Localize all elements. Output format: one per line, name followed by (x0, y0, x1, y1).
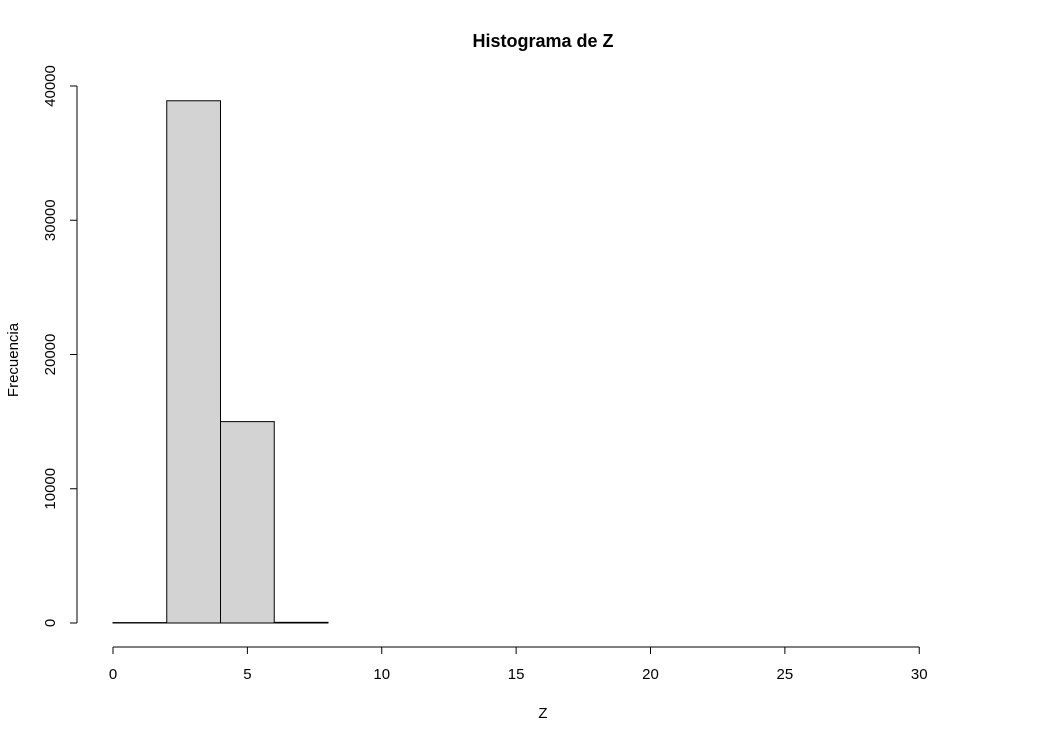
x-tick-label: 20 (642, 666, 659, 683)
histogram-bar (166, 100, 221, 624)
y-axis-label: Frecuencia (5, 322, 22, 397)
histogram-bar (273, 621, 329, 624)
x-tick-label: 5 (243, 666, 251, 683)
x-tick-label: 10 (373, 666, 390, 683)
y-tick-label: 10000 (42, 468, 59, 510)
x-axis-label: Z (538, 705, 547, 722)
y-tick-label: 30000 (42, 199, 59, 241)
x-tick-label: 30 (911, 666, 928, 683)
bars-layer (112, 100, 329, 624)
y-axis: 0 10000 20000 30000 40000 (42, 65, 78, 627)
histogram-bar (220, 421, 275, 624)
x-tick-label: 0 (109, 666, 117, 683)
y-tick-label: 40000 (42, 65, 59, 107)
x-axis: 0 5 10 15 20 25 30 (109, 646, 928, 683)
y-tick-label: 20000 (42, 334, 59, 376)
y-tick-label: 0 (42, 619, 59, 627)
x-tick-label: 15 (508, 666, 525, 683)
x-tick-label: 25 (777, 666, 794, 683)
chart-title: Histograma de Z (472, 31, 613, 51)
